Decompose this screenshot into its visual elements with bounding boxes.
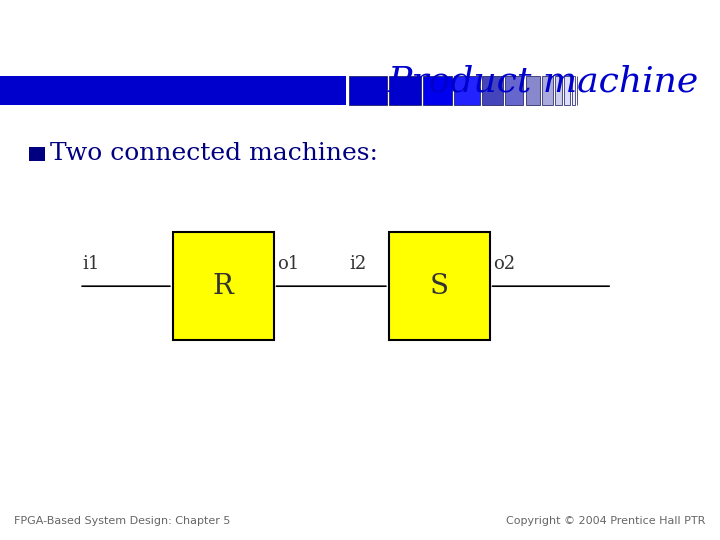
Text: i1: i1 bbox=[83, 255, 100, 273]
Text: R: R bbox=[213, 273, 233, 300]
Text: FPGA-Based System Design: Chapter 5: FPGA-Based System Design: Chapter 5 bbox=[14, 516, 231, 526]
Text: Two connected machines:: Two connected machines: bbox=[50, 143, 379, 165]
Text: S: S bbox=[430, 273, 449, 300]
Text: i2: i2 bbox=[349, 255, 366, 273]
Text: o1: o1 bbox=[277, 255, 300, 273]
Text: Copyright © 2004 Prentice Hall PTR: Copyright © 2004 Prentice Hall PTR bbox=[506, 516, 706, 526]
Text: o2: o2 bbox=[493, 255, 516, 273]
Text: Product machine: Product machine bbox=[387, 65, 698, 99]
